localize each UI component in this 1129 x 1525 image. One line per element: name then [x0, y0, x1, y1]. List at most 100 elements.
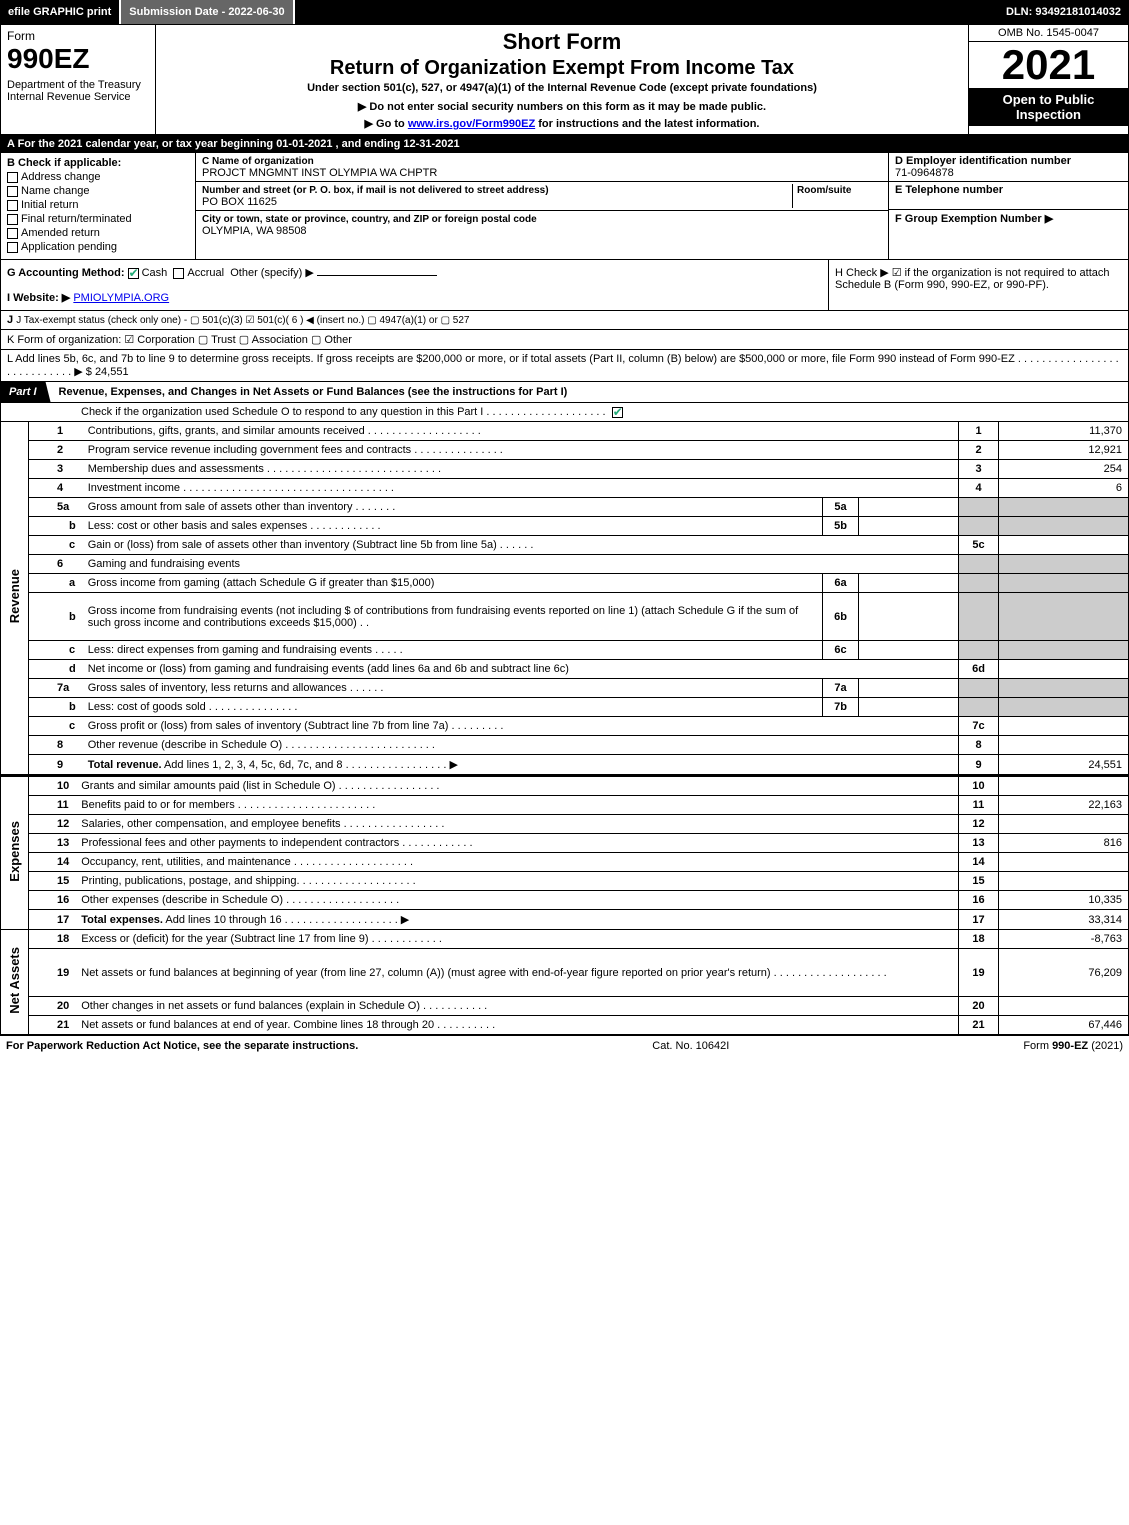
- line-number: 11: [29, 796, 76, 815]
- line-desc: Gross sales of inventory, less returns a…: [82, 679, 823, 698]
- amount: [999, 815, 1129, 834]
- line-desc: Total revenue. Add lines 1, 2, 3, 4, 5c,…: [82, 755, 959, 775]
- checkbox-icon[interactable]: [7, 228, 18, 239]
- line-desc: Salaries, other compensation, and employ…: [75, 815, 958, 834]
- box-number: 8: [959, 736, 999, 755]
- table-row: bGross income from fundraising events (n…: [1, 593, 1129, 641]
- table-row: 8Other revenue (describe in Schedule O) …: [1, 736, 1129, 755]
- amount: -8,763: [999, 930, 1129, 949]
- line-desc: Gross income from gaming (attach Schedul…: [82, 574, 823, 593]
- checkbox-icon[interactable]: [7, 242, 18, 253]
- line-number: c: [29, 536, 82, 555]
- box-number: 16: [959, 891, 999, 910]
- sub3-pre: ▶ Go to: [365, 118, 408, 130]
- inline-box: 6a: [823, 574, 859, 593]
- line-desc: Net income or (loss) from gaming and fun…: [82, 660, 959, 679]
- checkbox-icon[interactable]: [7, 214, 18, 225]
- line-desc: Gain or (loss) from sale of assets other…: [82, 536, 959, 555]
- netassets-table: Net Assets18Excess or (deficit) for the …: [0, 930, 1129, 1036]
- line-number: 20: [29, 997, 76, 1016]
- top-bar: efile GRAPHIC print Submission Date - 20…: [0, 0, 1129, 24]
- line-number: c: [29, 717, 82, 736]
- line-desc: Excess or (deficit) for the year (Subtra…: [75, 930, 958, 949]
- d-grp: F Group Exemption Number ▶: [889, 210, 1128, 238]
- amount: 67,446: [999, 1016, 1129, 1036]
- header-left: Form 990EZ Department of the Treasury In…: [1, 25, 156, 134]
- revenue-table: Revenue1Contributions, gifts, grants, an…: [0, 422, 1129, 775]
- c-city-lbl: City or town, state or province, country…: [202, 214, 537, 225]
- omb-number: OMB No. 1545-0047: [969, 25, 1128, 42]
- short-form-title: Short Form: [162, 29, 962, 55]
- box-number: 3: [959, 460, 999, 479]
- amount: 24,551: [999, 755, 1129, 775]
- box-number: 19: [959, 949, 999, 997]
- amount: 11,370: [999, 422, 1129, 441]
- b-opt-1[interactable]: Name change: [7, 185, 189, 197]
- line-number: 18: [29, 930, 76, 949]
- line-desc: Other revenue (describe in Schedule O) .…: [82, 736, 959, 755]
- amt-shade: [999, 555, 1129, 574]
- checkbox-icon[interactable]: [7, 172, 18, 183]
- c-name: C Name of organization PROJCT MNGMNT INS…: [196, 153, 888, 182]
- line-desc: Less: direct expenses from gaming and fu…: [82, 641, 823, 660]
- d-grp-lbl: F Group Exemption Number ▶: [895, 213, 1053, 225]
- table-row: cGross profit or (loss) from sales of in…: [1, 717, 1129, 736]
- table-row: cLess: direct expenses from gaming and f…: [1, 641, 1129, 660]
- b-opt-4[interactable]: Amended return: [7, 227, 189, 239]
- line-desc: Gross profit or (loss) from sales of inv…: [82, 717, 959, 736]
- amt-shade: [999, 593, 1129, 641]
- section-b: B Check if applicable: Address change Na…: [1, 153, 196, 259]
- b-opt-2[interactable]: Initial return: [7, 199, 189, 211]
- table-row: 6Gaming and fundraising events: [1, 555, 1129, 574]
- checkbox-icon[interactable]: [612, 407, 623, 418]
- box-number: 13: [959, 834, 999, 853]
- line-desc: Printing, publications, postage, and shi…: [75, 872, 958, 891]
- line-desc: Professional fees and other payments to …: [75, 834, 958, 853]
- table-row: cGain or (loss) from sale of assets othe…: [1, 536, 1129, 555]
- line-desc: Other changes in net assets or fund bala…: [75, 997, 958, 1016]
- amt-shade: [999, 498, 1129, 517]
- header-right: OMB No. 1545-0047 2021 Open to Public In…: [968, 25, 1128, 134]
- subtitle-1: Under section 501(c), 527, or 4947(a)(1)…: [162, 82, 962, 94]
- website-link[interactable]: PMIOLYMPIA.ORG: [73, 292, 169, 304]
- b-opt-0[interactable]: Address change: [7, 171, 189, 183]
- line-j: J J Tax-exempt status (check only one) -…: [0, 311, 1129, 330]
- l-text: L Add lines 5b, 6c, and 7b to line 9 to …: [7, 353, 1119, 378]
- l-amount: 24,551: [95, 366, 129, 378]
- amount: 6: [999, 479, 1129, 498]
- part1-title: Revenue, Expenses, and Changes in Net As…: [51, 386, 568, 398]
- b-opt-5[interactable]: Application pending: [7, 241, 189, 253]
- checkbox-icon[interactable]: [7, 186, 18, 197]
- amount: [999, 736, 1129, 755]
- line-desc: Investment income . . . . . . . . . . . …: [82, 479, 959, 498]
- c-name-val: PROJCT MNGMNT INST OLYMPIA WA CHPTR: [202, 167, 437, 179]
- c-city-val: OLYMPIA, WA 98508: [202, 225, 307, 237]
- amt-shade: [999, 679, 1129, 698]
- g-other-input[interactable]: [317, 275, 437, 276]
- page-footer: For Paperwork Reduction Act Notice, see …: [0, 1036, 1129, 1056]
- form-word: Form: [7, 29, 149, 43]
- amt-shade: [999, 641, 1129, 660]
- efile-label[interactable]: efile GRAPHIC print: [0, 0, 121, 24]
- inline-amt: [859, 593, 959, 641]
- b-opt-3[interactable]: Final return/terminated: [7, 213, 189, 225]
- line-number: 16: [29, 891, 76, 910]
- box-number: 14: [959, 853, 999, 872]
- public-inspection: Open to Public Inspection: [969, 88, 1128, 126]
- inline-box: 6b: [823, 593, 859, 641]
- checkbox-icon[interactable]: [128, 268, 139, 279]
- checkbox-icon[interactable]: [7, 200, 18, 211]
- form-header: Form 990EZ Department of the Treasury In…: [0, 24, 1129, 135]
- line-g: G Accounting Method: Cash Accrual Other …: [1, 260, 828, 310]
- c-name-lbl: C Name of organization: [202, 156, 314, 167]
- d-ein-val: 71-0964878: [895, 167, 954, 179]
- checkbox-icon[interactable]: [173, 268, 184, 279]
- line-l: L Add lines 5b, 6c, and 7b to line 9 to …: [0, 350, 1129, 382]
- table-row: 7aGross sales of inventory, less returns…: [1, 679, 1129, 698]
- amount: 10,335: [999, 891, 1129, 910]
- line-desc: Less: cost or other basis and sales expe…: [82, 517, 823, 536]
- table-row: Net Assets18Excess or (deficit) for the …: [1, 930, 1129, 949]
- irs-link[interactable]: www.irs.gov/Form990EZ: [408, 118, 535, 130]
- line-a: A For the 2021 calendar year, or tax yea…: [0, 135, 1129, 153]
- subtitle-3: ▶ Go to www.irs.gov/Form990EZ for instru…: [162, 117, 962, 130]
